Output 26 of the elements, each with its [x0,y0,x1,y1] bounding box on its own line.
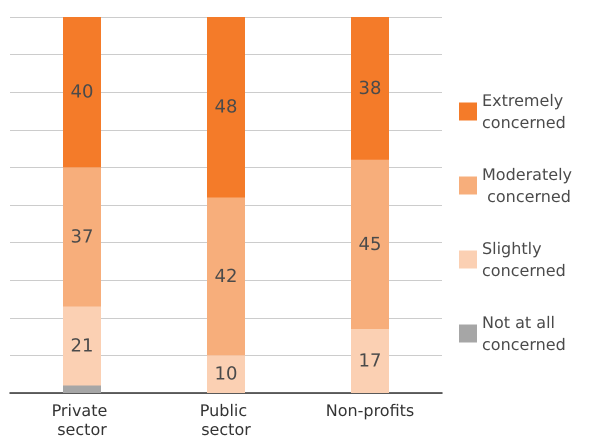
x-tick-label: Public sector [200,401,252,439]
bar [207,355,245,393]
legend-label: Moderately concerned [482,165,572,206]
data-label: 45 [358,234,382,255]
bar [63,306,101,386]
bar [63,385,101,393]
data-label: 21 [70,336,94,356]
data-label: 42 [214,266,238,287]
bar [351,17,389,160]
x-tick-label: Non-profits [326,401,414,420]
bar [63,167,101,307]
data-label: 38 [358,78,382,99]
bar [207,17,245,198]
data-label: 37 [70,226,94,248]
data-label: 40 [70,82,94,103]
bar [351,160,389,330]
data-label: 48 [214,96,238,118]
x-tick-label: Private sector [52,401,112,439]
legend-label: Extremely concerned [482,91,568,132]
bar [63,17,101,168]
data-label: 17 [358,350,382,372]
bar [351,329,389,393]
legend-label: Slightly concerned [482,239,566,280]
bar [207,197,245,356]
legend-label: Not at all concerned [482,313,566,354]
data-label: 10 [214,364,238,385]
